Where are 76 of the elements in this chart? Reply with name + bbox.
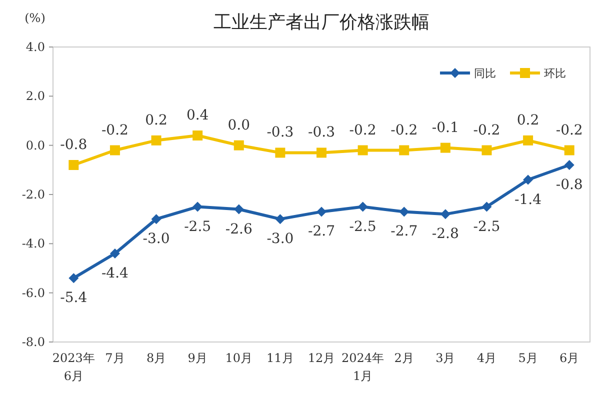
x-tick-label: 3月 [436,351,456,365]
point [564,160,574,170]
data-label: 0.2 [516,112,540,128]
data-label: -2.6 [225,221,252,238]
point [440,142,450,153]
data-label: -0.2 [473,122,500,138]
data-label: -0.2 [390,122,418,138]
point [234,204,244,214]
data-label: -0.2 [101,122,128,138]
x-tick-label: 8月 [146,351,166,365]
data-label: -0.1 [432,120,459,136]
point [399,206,410,217]
data-label: -0.3 [266,124,294,141]
chart-title: 工业生产者出厂价格涨跌幅 [214,12,430,33]
point [110,145,120,156]
data-label: -4.4 [101,266,129,282]
data-label: -2.5 [349,218,376,235]
data-label: -0.2 [556,122,583,138]
x-tick-label: 2月 [394,351,414,365]
data-label: -0.3 [308,124,335,141]
point [151,214,162,224]
data-label: -5.4 [60,290,88,306]
point [482,145,492,156]
x-tick-label: 10月 [225,351,253,365]
data-label: -1.4 [514,192,542,208]
y-tick-label: -2.0 [22,188,45,202]
y-tick-label: 4.0 [26,40,45,54]
point [275,148,286,158]
point [68,273,79,284]
data-label: -0.8 [556,177,583,193]
point [192,202,203,212]
y-tick-label: -6.0 [22,286,45,300]
data-label: 0.4 [186,108,209,124]
x-tick-label: 4月 [476,351,497,365]
point [523,135,534,146]
point [440,209,450,220]
data-label: -3.0 [142,231,170,248]
x-tick-label: 5月 [518,351,538,365]
data-label: 0.0 [228,117,250,134]
x-tick-label: 12月 [308,351,336,365]
x-tick-label: 11月 [266,351,294,365]
point [110,248,120,258]
point [358,202,368,212]
x-tick-label: 2023年 6月 [52,351,95,383]
point [151,135,162,146]
point [523,174,534,185]
point [316,206,326,217]
x-tick-label: 6月 [560,351,580,365]
data-label: -0.8 [60,137,88,153]
point [68,160,79,170]
point [316,148,326,158]
x-tick-label: 2024年 1月 [342,351,384,383]
point [482,202,492,212]
point [358,145,368,156]
data-label: -0.2 [349,122,376,138]
data-label: -2.7 [390,224,418,240]
y-axis-title: (%) [24,11,46,25]
data-label: -3.0 [266,231,294,248]
data-label: 0.2 [145,112,168,128]
legend-label: 同比 [474,67,496,80]
y-tick-label: 2.0 [26,89,45,104]
data-label: -2.7 [308,224,335,240]
y-tick-label: 0.0 [26,138,45,152]
data-label: -2.5 [184,218,212,235]
point [564,145,574,156]
point [275,214,286,224]
data-label: -2.8 [432,226,459,242]
x-tick-label: 7月 [105,351,125,365]
legend-label: 环比 [544,67,566,80]
y-tick-label: -8.0 [22,335,45,349]
x-tick-label: 9月 [188,351,208,365]
data-label: -2.5 [473,218,500,235]
y-tick-label: -4.0 [22,236,45,251]
point [234,140,244,150]
point [192,130,203,140]
point [399,145,410,156]
